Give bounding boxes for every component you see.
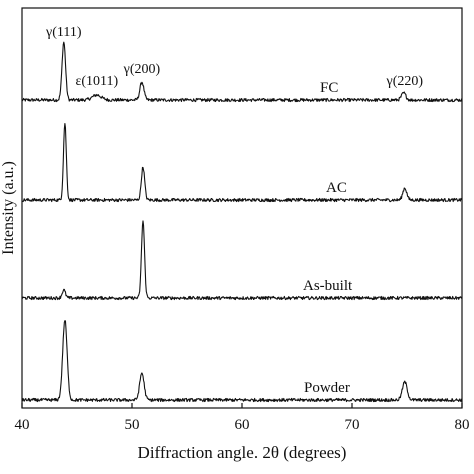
series-label: AC <box>326 180 347 196</box>
x-tick-label: 60 <box>235 417 250 433</box>
peak-annotation: ε(1011) <box>75 74 118 89</box>
series-line-ac <box>21 122 463 203</box>
series-line-fc <box>21 41 463 103</box>
series-label: As-built <box>303 278 353 294</box>
series-label: Powder <box>304 380 350 396</box>
plot-frame <box>21 7 463 409</box>
peak-annotation: γ(220) <box>386 74 424 89</box>
x-tick-label: 40 <box>15 417 30 433</box>
peak-annotations: γ(111) ε(1011) γ(200) γ(220) <box>45 25 423 89</box>
peak-annotation: γ(200) <box>123 62 161 77</box>
series-layer: FC AC As-built Powder <box>21 41 463 403</box>
x-tick-label: 70 <box>345 417 360 433</box>
x-axis-ticks: 40 50 60 70 80 <box>15 403 470 433</box>
series-line-powder <box>21 320 463 403</box>
x-tick-label: 50 <box>125 417 140 433</box>
x-tick-label: 80 <box>455 417 470 433</box>
x-axis-label: Diffraction angle. 2θ (degrees) <box>138 443 347 462</box>
series-label: FC <box>320 80 338 96</box>
series-line-as-built <box>21 220 463 301</box>
y-axis-label: Intensity (a.u.) <box>0 161 17 255</box>
peak-annotation: γ(111) <box>45 25 82 40</box>
